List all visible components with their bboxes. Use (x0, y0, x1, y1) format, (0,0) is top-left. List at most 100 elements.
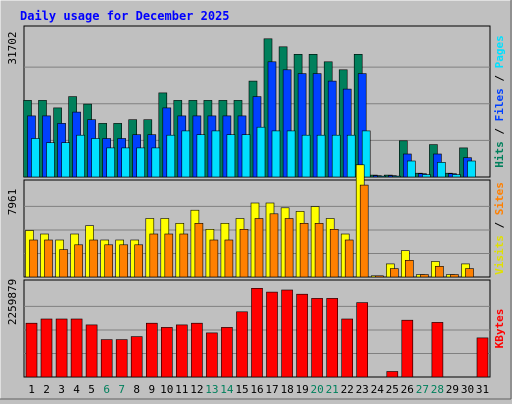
bar-kbytes-day-20 (311, 298, 323, 378)
day-label-24: 24 (371, 383, 385, 396)
bar-sites-day-2 (44, 239, 53, 278)
bar-kbytes-day-11 (176, 324, 188, 378)
bar-sites-day-18 (284, 218, 294, 278)
bar-sites-day-5 (89, 239, 98, 278)
bar-kbytes-day-4 (70, 318, 83, 378)
bar-pages-day-7 (121, 147, 130, 178)
panel-middle-max-label: 7961 (6, 189, 19, 216)
bar-sites-day-10 (164, 233, 174, 278)
day-label-27: 27 (416, 383, 429, 396)
bar-kbytes-day-13 (206, 332, 218, 378)
day-label-15: 15 (235, 383, 248, 396)
bar-pages-day-26 (406, 160, 416, 178)
bar-kbytes-day-6 (100, 339, 113, 378)
chart-title: Daily usage for December 2025 (20, 9, 230, 23)
bar-kbytes-day-9 (146, 322, 158, 378)
bar-sites-day-24 (374, 275, 384, 278)
bar-sites-day-3 (59, 249, 68, 278)
day-label-13: 13 (205, 383, 218, 396)
day-label-21: 21 (326, 383, 339, 396)
bar-pages-day-29 (452, 174, 461, 178)
day-label-4: 4 (73, 383, 80, 396)
day-label-30: 30 (461, 383, 474, 396)
legend-item-hits0: Hits (493, 141, 506, 168)
day-label-10: 10 (160, 383, 173, 396)
bar-kbytes-day-7 (115, 339, 128, 378)
legend-item-visits0: Visits (493, 235, 506, 275)
bar-sites-day-8 (134, 244, 143, 278)
bar-kbytes-day-16 (251, 287, 263, 378)
bar-sites-day-22 (344, 239, 354, 278)
day-label-14: 14 (220, 383, 234, 396)
bar-pages-day-28 (437, 162, 446, 178)
bar-kbytes-day-25 (386, 371, 399, 378)
bar-pages-day-11 (181, 130, 191, 178)
day-label-17: 17 (265, 383, 278, 396)
bar-kbytes-day-5 (85, 324, 98, 378)
day-label-8: 8 (133, 383, 140, 396)
day-label-5: 5 (88, 383, 95, 396)
day-label-7: 7 (118, 383, 125, 396)
bar-sites-day-11 (179, 233, 189, 278)
bar-kbytes-day-23 (356, 302, 369, 378)
bar-sites-day-12 (194, 223, 204, 278)
bar-pages-day-23 (361, 130, 371, 178)
bar-sites-day-30 (465, 268, 474, 278)
bar-pages-day-25 (391, 175, 401, 178)
day-label-23: 23 (356, 383, 369, 396)
bar-sites-day-29 (450, 274, 459, 278)
bar-sites-day-14 (224, 239, 234, 278)
chart-panels: 31702 Hits / Files / Pages 7961 Visits / Si… (6, 25, 506, 378)
bar-kbytes-day-1 (25, 322, 38, 378)
bar-pages-day-21 (331, 134, 341, 178)
legend-item-files1: Files (493, 88, 506, 121)
bar-pages-day-6 (106, 147, 115, 178)
panel-bottom-max-label: 2259879 (6, 279, 19, 325)
bar-pages-day-30 (467, 160, 476, 178)
bar-sites-day-16 (254, 218, 264, 278)
bar-sites-day-20 (314, 223, 324, 278)
bar-kbytes-day-26 (401, 319, 414, 378)
bar-pages-day-3 (61, 142, 70, 178)
bar-pages-day-15 (241, 134, 251, 178)
bar-sites-day-9 (149, 233, 159, 278)
bar-kbytes-day-14 (221, 327, 233, 378)
bar-kbytes-day-19 (296, 293, 308, 378)
bar-kbytes-day-18 (281, 289, 293, 378)
bar-sites-day-28 (435, 265, 444, 278)
bar-kbytes-day-3 (55, 318, 68, 378)
panel-top-max-label: 31702 (6, 31, 19, 64)
day-label-25: 25 (386, 383, 399, 396)
day-label-12: 12 (190, 383, 203, 396)
day-label-18: 18 (280, 383, 293, 396)
panel-middle: 7961 Visits / Sites (6, 164, 506, 278)
bar-pages-day-19 (301, 134, 311, 178)
panel-middle-legend: Visits / Sites (493, 182, 506, 275)
panel-top-legend: Hits / Files / Pages (493, 35, 506, 168)
bar-pages-day-13 (211, 130, 221, 178)
bar-pages-day-20 (316, 134, 326, 178)
bar-sites-day-19 (299, 223, 309, 278)
legend-item-1: / (493, 215, 506, 235)
legend-item-sites2: Sites (493, 182, 506, 215)
bar-kbytes-day-8 (130, 336, 143, 378)
legend-item-kbytes0: KBytes (493, 309, 506, 349)
bar-kbytes-day-31 (476, 337, 489, 378)
bar-pages-day-10 (166, 134, 176, 178)
legend-item-pages2: Pages (493, 35, 506, 68)
bar-pages-day-8 (136, 147, 145, 178)
bar-kbytes-day-21 (326, 298, 339, 378)
bar-kbytes-day-15 (236, 311, 248, 378)
bar-pages-day-14 (226, 134, 236, 178)
bar-sites-day-23 (359, 184, 369, 278)
bar-pages-day-24 (376, 175, 386, 178)
panel-bottom-legend: KBytes (493, 309, 506, 349)
day-label-6: 6 (103, 383, 110, 396)
day-label-1: 1 (28, 383, 35, 396)
day-label-3: 3 (58, 383, 65, 396)
bar-sites-day-25 (389, 268, 399, 278)
bar-pages-day-5 (91, 138, 100, 178)
bar-pages-day-4 (76, 134, 85, 178)
